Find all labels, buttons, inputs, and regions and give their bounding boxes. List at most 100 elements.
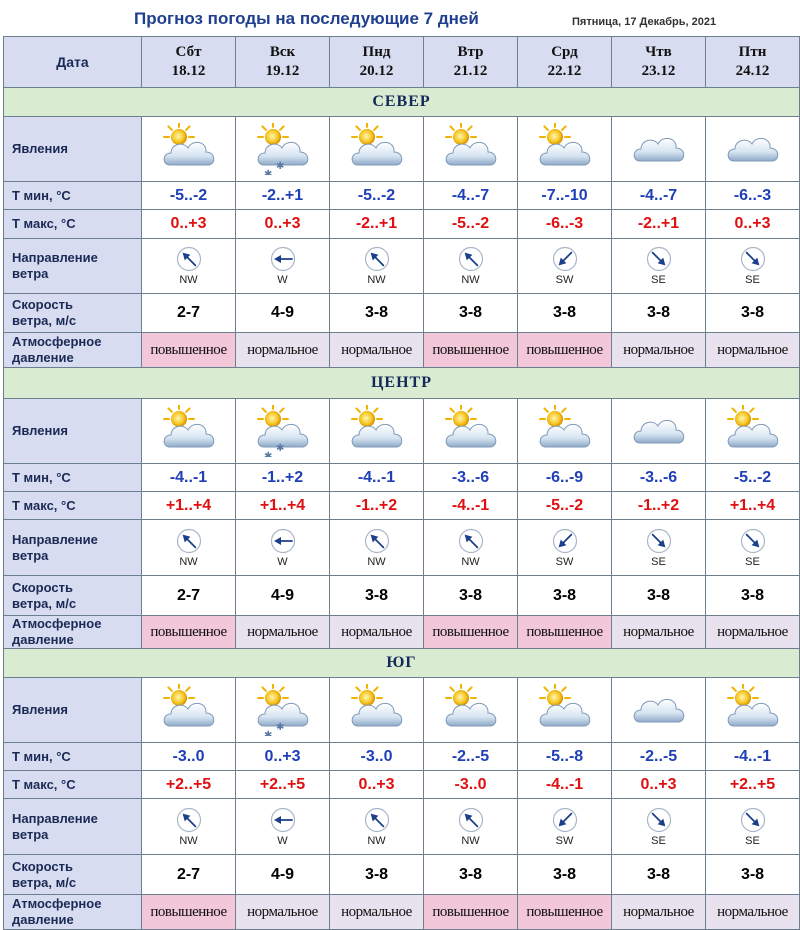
wind-arrow-icon: [364, 246, 390, 272]
tmax-value: +1..+4: [729, 496, 776, 514]
day-header: Срд 22.12: [517, 36, 612, 88]
svg-text:✱: ✱: [276, 161, 284, 172]
pressure-value: повышенное: [526, 341, 603, 358]
wind-direction-label-text: ветра: [12, 266, 49, 281]
wind-arrow-icon: [646, 528, 672, 554]
day-date: 18.12: [171, 63, 206, 79]
forecast-table: Дата Сбт 18.12 Вск 19.12 Пнд 20.12 Втр 21.12 Срд 2…: [3, 36, 800, 930]
wind-indicator: SE: [613, 246, 705, 286]
tmin-cell: -5..-2: [329, 181, 424, 210]
wind-speed-value: 3-8: [646, 304, 671, 321]
wind-arrow-icon: [270, 807, 296, 833]
pressure-cell: повышенное: [517, 332, 612, 368]
tmax-value: 0..+3: [170, 215, 207, 232]
tmin-cell: -6..-3: [705, 181, 800, 210]
tmax-value: 0..+3: [640, 775, 677, 793]
tmin-cell: -2..-5: [611, 742, 706, 771]
wind-arrow-icon: [176, 528, 202, 554]
sun-cloud-icon: [143, 123, 235, 175]
wind-direction-label: Направление ветра: [3, 238, 142, 294]
wind-direction-cell: SE: [705, 798, 800, 855]
tmin-cell: -3..-6: [611, 463, 706, 492]
wind-speed-value: 3-8: [740, 304, 765, 321]
wind-speed-cell: 4-9: [235, 575, 330, 616]
wind-indicator: SE: [613, 528, 705, 568]
tmin-value: -4..-1: [733, 747, 772, 765]
tmin-cell: 0..+3: [235, 742, 330, 771]
tmax-cell: +2..+5: [141, 770, 236, 799]
wind-speed-label-text: ветра, м/с: [12, 874, 77, 890]
tmin-cell: -3..0: [141, 742, 236, 771]
wind-indicator: NW: [331, 807, 423, 847]
tmin-cell: -4..-1: [141, 463, 236, 492]
wind-speed-value: 3-8: [458, 865, 483, 883]
wind-indicator: NW: [331, 528, 423, 568]
wind-direction-value: NW: [461, 834, 480, 847]
pressure-value: нормальное: [247, 341, 318, 358]
weather-cell: [517, 677, 612, 743]
sun-cloud-icon: [425, 123, 517, 175]
cloud-icon: [613, 405, 705, 457]
tmin-value: -1..+2: [261, 468, 304, 486]
wind-direction-row: Направление ветра NW W NW NW: [3, 519, 800, 576]
wind-direction-value: NW: [461, 555, 480, 568]
tmax-value: -2..+1: [355, 215, 398, 232]
pressure-row: Атмосферное давление повышенное нормальное н…: [3, 332, 800, 368]
tmax-cell: -5..-2: [423, 209, 518, 239]
wind-speed-cell: 2-7: [141, 575, 236, 616]
tmin-cell: -4..-7: [611, 181, 706, 210]
wind-direction-value: SW: [555, 834, 574, 847]
wind-direction-value: NW: [461, 274, 480, 286]
sun-cloud-icon: [707, 684, 799, 736]
wind-direction-cell: W: [235, 798, 330, 855]
pressure-value: повышенное: [150, 903, 227, 920]
tmin-value: -5..-8: [545, 747, 584, 765]
wind-direction-value: SE: [651, 834, 666, 847]
day-date: 24.12: [735, 63, 770, 79]
weather-cell: ✱ ✱: [235, 398, 330, 464]
tmin-label: Т мин, °С: [3, 742, 142, 771]
wind-speed-cell: 3-8: [517, 854, 612, 895]
region-row: СЕВЕР: [3, 87, 800, 117]
wind-speed-value: 3-8: [552, 586, 577, 604]
phenomena-label: Явления: [3, 677, 142, 743]
pressure-value: нормальное: [247, 903, 318, 920]
wind-arrow-icon: [364, 528, 390, 554]
pressure-cell: нормальное: [235, 332, 330, 368]
header-row: Дата Сбт 18.12 Вск 19.12 Пнд 20.12 Втр 21.12 Срд 2…: [3, 36, 800, 88]
wind-indicator: NW: [143, 246, 235, 286]
sun-cloud-icon: [519, 405, 611, 457]
tmax-value: -2..+1: [637, 215, 680, 232]
weather-cell: [705, 677, 800, 743]
wind-direction-cell: NW: [423, 798, 518, 855]
tmin-label: Т мин, °С: [3, 181, 142, 210]
wind-speed-value: 4-9: [270, 304, 295, 321]
tmax-value: +1..+4: [165, 496, 212, 514]
pressure-label-text: давление: [12, 912, 74, 927]
phenomena-row: Явления ✱ ✱: [3, 677, 800, 743]
tmin-value: -4..-7: [639, 186, 678, 204]
phenomena-label-text: Явления: [12, 702, 68, 717]
svg-text:✱: ✱: [264, 451, 272, 457]
tmax-cell: 0..+3: [141, 209, 236, 239]
tmax-value: -4..-1: [545, 775, 584, 793]
wind-direction-value: NW: [367, 555, 386, 568]
tmin-cell: -3..-6: [423, 463, 518, 492]
region-row: ЮГ: [3, 648, 800, 678]
tmax-cell: 0..+3: [329, 770, 424, 799]
current-date: Пятница, 17 Декабрь, 2021: [572, 16, 717, 28]
wind-speed-row: Скорость ветра, м/с 2-7 4-9 3-8 3-8 3-8 3-8 3-8: [3, 575, 800, 616]
wind-speed-label-text: ветра, м/с: [12, 313, 77, 328]
phenomena-label: Явления: [3, 116, 142, 182]
wind-direction-cell: SW: [517, 798, 612, 855]
tmax-value: -1..+2: [355, 496, 398, 514]
phenomena-row: Явления ✱ ✱: [3, 398, 800, 464]
pressure-cell: повышенное: [517, 615, 612, 649]
tmax-cell: +1..+4: [141, 491, 236, 520]
tmax-cell: 0..+3: [611, 770, 706, 799]
wind-direction-cell: SW: [517, 238, 612, 294]
day-header: Вск 19.12: [235, 36, 330, 88]
day-header: Птн 24.12: [705, 36, 800, 88]
wind-speed-value: 3-8: [740, 865, 765, 883]
sun-cloud-icon: [331, 123, 423, 175]
